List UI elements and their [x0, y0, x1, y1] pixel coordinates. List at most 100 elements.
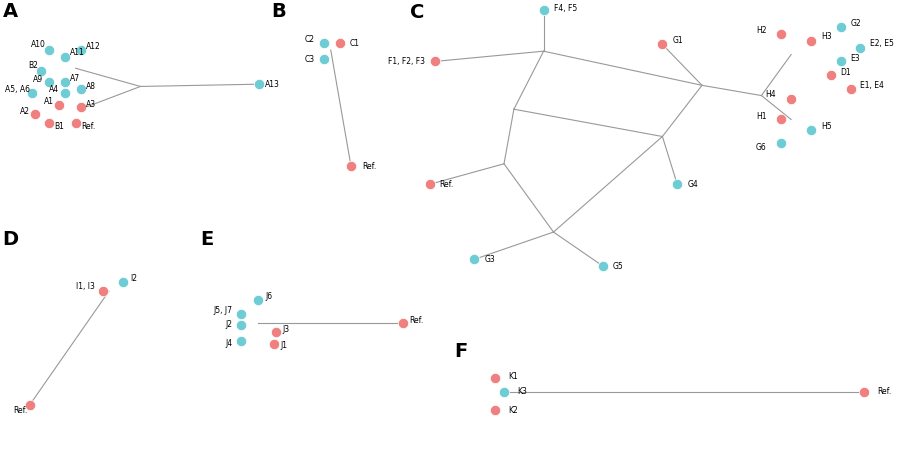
Text: A12: A12 [86, 42, 101, 51]
Text: F4, F5: F4, F5 [554, 4, 577, 13]
Text: D: D [2, 230, 18, 249]
Text: Ref.: Ref. [14, 406, 28, 415]
Text: A5, A6: A5, A6 [4, 86, 30, 94]
Text: A2: A2 [20, 107, 30, 116]
Point [74, 85, 88, 92]
Point [423, 181, 437, 188]
Text: C2: C2 [304, 35, 314, 44]
Point [774, 116, 788, 123]
Text: H3: H3 [821, 32, 832, 41]
Text: A: A [3, 2, 18, 21]
Text: H1: H1 [756, 112, 766, 121]
Text: A4: A4 [50, 86, 59, 94]
Text: I2: I2 [130, 274, 138, 283]
Point [58, 90, 72, 97]
Point [268, 329, 283, 336]
Point [74, 46, 88, 54]
Point [824, 71, 838, 79]
Text: B: B [272, 2, 286, 21]
Text: C1: C1 [349, 39, 360, 48]
Text: H2: H2 [756, 25, 766, 35]
Text: E2, E5: E2, E5 [870, 39, 895, 48]
Point [833, 24, 848, 31]
Text: J5, J7: J5, J7 [213, 306, 232, 315]
Text: Ref.: Ref. [362, 162, 376, 171]
Point [234, 322, 248, 329]
Point [74, 103, 88, 111]
Text: J6: J6 [265, 293, 272, 301]
Point [68, 119, 83, 126]
Text: Ref.: Ref. [439, 180, 454, 189]
Text: K2: K2 [508, 406, 518, 415]
Text: F1, F2, F3: F1, F2, F3 [388, 57, 425, 66]
Point [833, 58, 848, 65]
Text: A11: A11 [70, 48, 85, 57]
Text: G4: G4 [688, 180, 698, 189]
Text: J4: J4 [225, 339, 232, 348]
Point [804, 37, 818, 45]
Point [853, 44, 868, 51]
Point [774, 30, 788, 38]
Point [396, 319, 410, 327]
Point [670, 181, 684, 188]
Text: G6: G6 [756, 143, 766, 152]
Point [25, 90, 40, 97]
Text: H5: H5 [821, 122, 832, 131]
Text: A13: A13 [265, 80, 280, 89]
Point [333, 40, 347, 47]
Point [115, 278, 130, 286]
Text: J1: J1 [280, 341, 287, 350]
Text: G5: G5 [613, 262, 624, 271]
Text: A1: A1 [44, 97, 54, 106]
Point [488, 374, 502, 381]
Point [428, 58, 442, 65]
Point [344, 162, 358, 170]
Point [52, 101, 67, 108]
Text: K3: K3 [518, 387, 527, 396]
Text: B1: B1 [54, 122, 64, 131]
Point [252, 81, 266, 88]
Text: G3: G3 [484, 255, 495, 264]
Text: H4: H4 [766, 91, 776, 99]
Text: G1: G1 [672, 36, 683, 46]
Point [234, 310, 248, 318]
Point [234, 338, 248, 345]
Point [596, 263, 610, 270]
Point [467, 256, 482, 263]
Text: E3: E3 [850, 54, 860, 63]
Point [22, 401, 37, 409]
Point [41, 78, 56, 86]
Text: B2: B2 [28, 61, 38, 71]
Point [488, 406, 502, 413]
Text: F: F [454, 342, 468, 361]
Text: J2: J2 [226, 320, 232, 329]
Text: G2: G2 [850, 19, 861, 28]
Text: K1: K1 [508, 372, 518, 381]
Point [58, 53, 72, 61]
Point [251, 297, 266, 304]
Point [317, 56, 331, 63]
Point [804, 126, 818, 133]
Text: C: C [410, 4, 424, 22]
Point [266, 340, 281, 347]
Text: J3: J3 [283, 325, 290, 334]
Text: Ref.: Ref. [81, 122, 95, 131]
Text: A3: A3 [86, 100, 96, 109]
Point [95, 288, 110, 295]
Text: Ref.: Ref. [410, 316, 424, 325]
Text: A7: A7 [70, 74, 80, 83]
Text: E: E [200, 230, 213, 249]
Point [58, 78, 72, 86]
Text: C3: C3 [304, 55, 314, 64]
Point [774, 140, 788, 147]
Text: A8: A8 [86, 82, 96, 91]
Text: Ref.: Ref. [878, 387, 892, 396]
Point [843, 85, 858, 92]
Point [655, 41, 670, 48]
Point [497, 389, 511, 396]
Point [857, 389, 871, 396]
Point [317, 40, 331, 47]
Point [28, 110, 42, 117]
Point [41, 46, 56, 54]
Text: I1, I3: I1, I3 [76, 282, 95, 291]
